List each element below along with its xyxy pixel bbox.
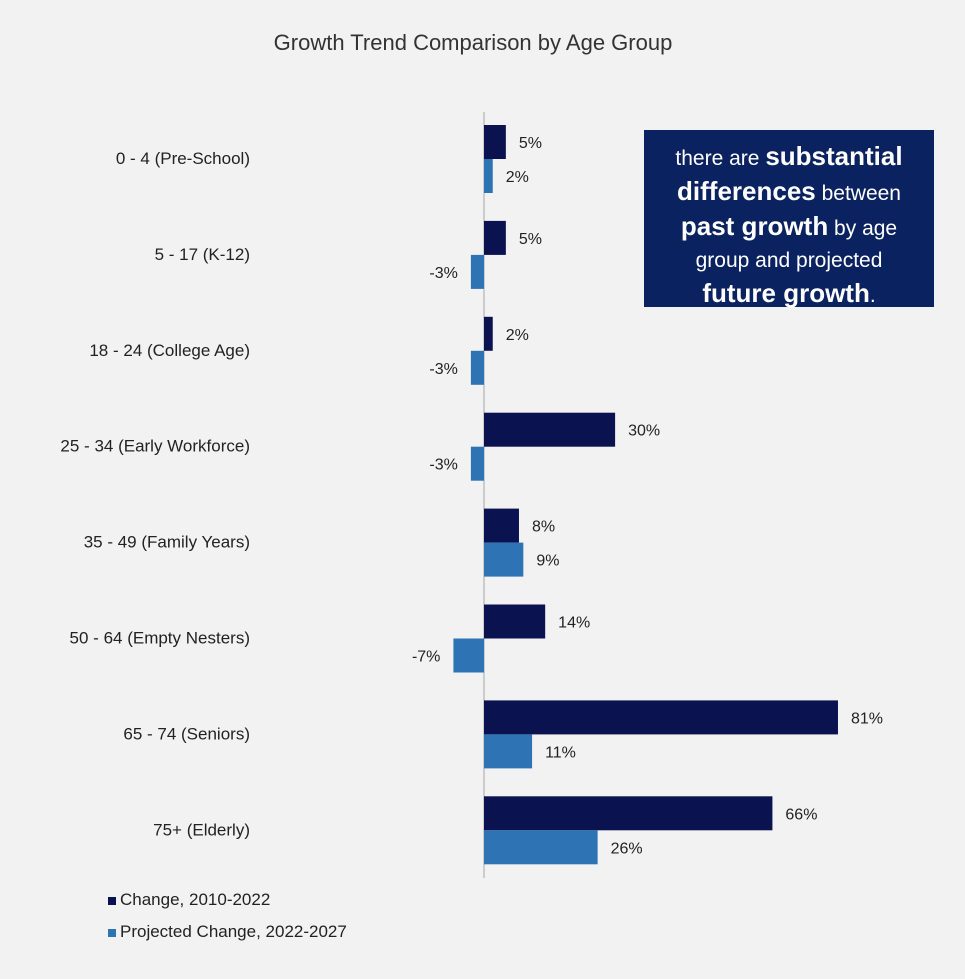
bar-projected	[484, 159, 493, 193]
data-label: -7%	[412, 649, 440, 666]
bar-change	[484, 125, 506, 159]
bar-projected	[484, 542, 524, 577]
callout-emphasis: past growth	[680, 211, 829, 241]
data-label: 30%	[628, 423, 660, 440]
bar-change	[484, 604, 546, 639]
data-label: 26%	[611, 840, 643, 857]
bar-projected	[453, 638, 484, 673]
data-label: 2%	[506, 327, 529, 344]
legend-swatch-change	[108, 896, 116, 905]
bar-change	[484, 700, 838, 735]
data-label: 8%	[532, 519, 555, 536]
data-label: 5%	[519, 231, 542, 248]
data-label: 11%	[545, 744, 576, 761]
data-label: 81%	[851, 710, 883, 727]
category-label: 35 - 49 (Family Years)	[84, 533, 250, 552]
category-label: 50 - 64 (Empty Nesters)	[70, 629, 250, 648]
legend-item-change: Change, 2010-2022	[108, 890, 270, 910]
category-label: 65 - 74 (Seniors)	[123, 724, 250, 743]
legend-item-projected: Projected Change, 2022-2027	[108, 922, 347, 942]
bar-projected	[484, 830, 598, 865]
bar-projected	[484, 734, 533, 769]
data-label: -3%	[429, 361, 457, 378]
data-label: -3%	[429, 457, 457, 474]
callout-emphasis: future growth	[702, 278, 870, 308]
category-label: 0 - 4 (Pre-School)	[116, 149, 250, 168]
callout-emphasis: differences	[677, 176, 816, 206]
bar-projected	[470, 350, 484, 385]
category-label: 75+ (Elderly)	[153, 820, 250, 839]
legend-label-change: Change, 2010-2022	[120, 890, 271, 909]
data-label: 14%	[558, 615, 590, 632]
callout-text: by age group and projected	[695, 217, 898, 272]
chart-title: Growth Trend Comparison by Age Group	[273, 30, 673, 55]
bar-change	[484, 220, 506, 255]
category-label: 25 - 34 (Early Workforce)	[60, 437, 250, 456]
data-label: 5%	[519, 135, 542, 152]
callout-text: between	[815, 182, 901, 205]
bar-change	[484, 316, 493, 351]
callout-box: there are substantial differences betwee…	[644, 130, 934, 308]
category-label: 5 - 17 (K-12)	[155, 245, 250, 264]
bar-projected	[470, 254, 484, 289]
data-label: 9%	[536, 553, 559, 570]
data-label: 2%	[506, 169, 529, 186]
data-label: -3%	[429, 265, 457, 282]
category-label: 18 - 24 (College Age)	[89, 341, 250, 360]
bar-change	[484, 508, 519, 543]
callout-text: .	[869, 284, 876, 307]
legend-swatch-projected	[108, 928, 116, 937]
bar-projected	[470, 446, 484, 481]
bar-change	[484, 796, 773, 831]
callout-text: there are	[675, 147, 766, 170]
callout-emphasis: substantial	[765, 141, 903, 171]
bar-change	[484, 412, 616, 447]
data-label: 66%	[785, 806, 817, 823]
legend-label-projected: Projected Change, 2022-2027	[120, 922, 347, 941]
